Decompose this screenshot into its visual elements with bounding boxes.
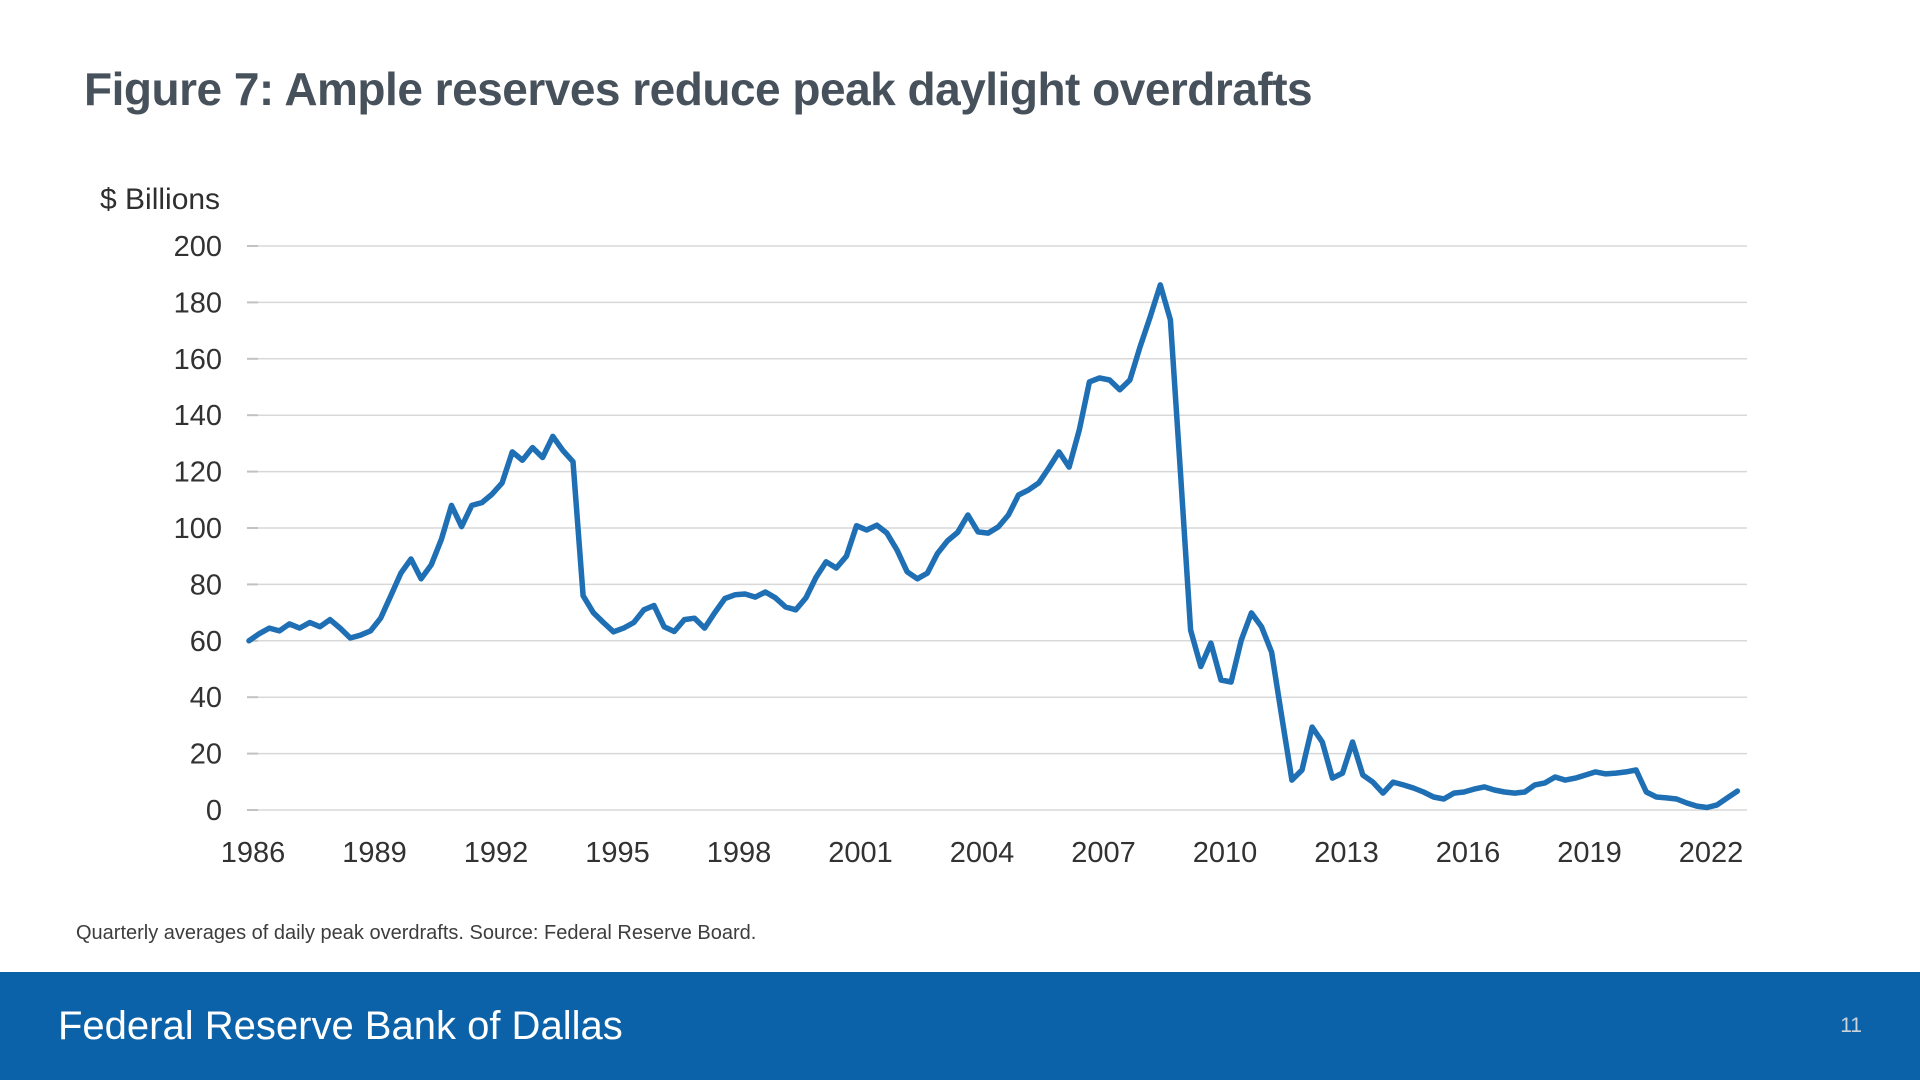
x-tick-label: 2022	[1679, 837, 1744, 869]
x-tick-label: 2016	[1436, 837, 1501, 869]
y-tick-label: 80	[190, 569, 222, 601]
x-tick-label: 1995	[585, 837, 650, 869]
x-tick-label: 2013	[1314, 837, 1379, 869]
y-tick-label: 40	[190, 682, 222, 714]
bank-logo-text: Federal Reserve Bank of Dallas	[58, 1003, 623, 1048]
chart-footnote: Quarterly averages of daily peak overdra…	[76, 922, 757, 944]
x-tick-label: 2010	[1193, 837, 1258, 869]
x-tick-label: 2007	[1071, 837, 1136, 869]
y-tick-label: 20	[190, 739, 222, 771]
y-tick-label: 160	[174, 344, 222, 376]
y-tick-label: 100	[174, 513, 222, 545]
footer-bar: Federal Reserve Bank of Dallas 11	[0, 972, 1920, 1080]
y-tick-label: 180	[174, 287, 222, 319]
x-tick-label: 1989	[342, 837, 407, 869]
y-tick-label: 60	[190, 626, 222, 658]
y-tick-label: 200	[174, 231, 222, 263]
x-tick-label: 1986	[221, 837, 286, 869]
line-chart: 0 20 40 60 80 100 120 140 160 180 200 1986 1989 1992 1…	[174, 231, 1747, 869]
overdrafts-series-line	[246, 282, 1741, 811]
x-tick-label: 1992	[464, 837, 529, 869]
figure-title: Figure 7: Ample reserves reduce peak day…	[84, 63, 1313, 115]
y-tick-label: 140	[174, 400, 222, 432]
x-tick-label: 1998	[707, 837, 772, 869]
x-tick-label: 2004	[950, 837, 1015, 869]
y-tick-label: 0	[206, 795, 222, 827]
page-number: 11	[1840, 1014, 1862, 1037]
y-axis-title: $ Billions	[100, 183, 221, 216]
x-tick-label: 2001	[828, 837, 893, 869]
y-tick-label: 120	[174, 457, 222, 489]
x-tick-label: 2019	[1557, 837, 1622, 869]
